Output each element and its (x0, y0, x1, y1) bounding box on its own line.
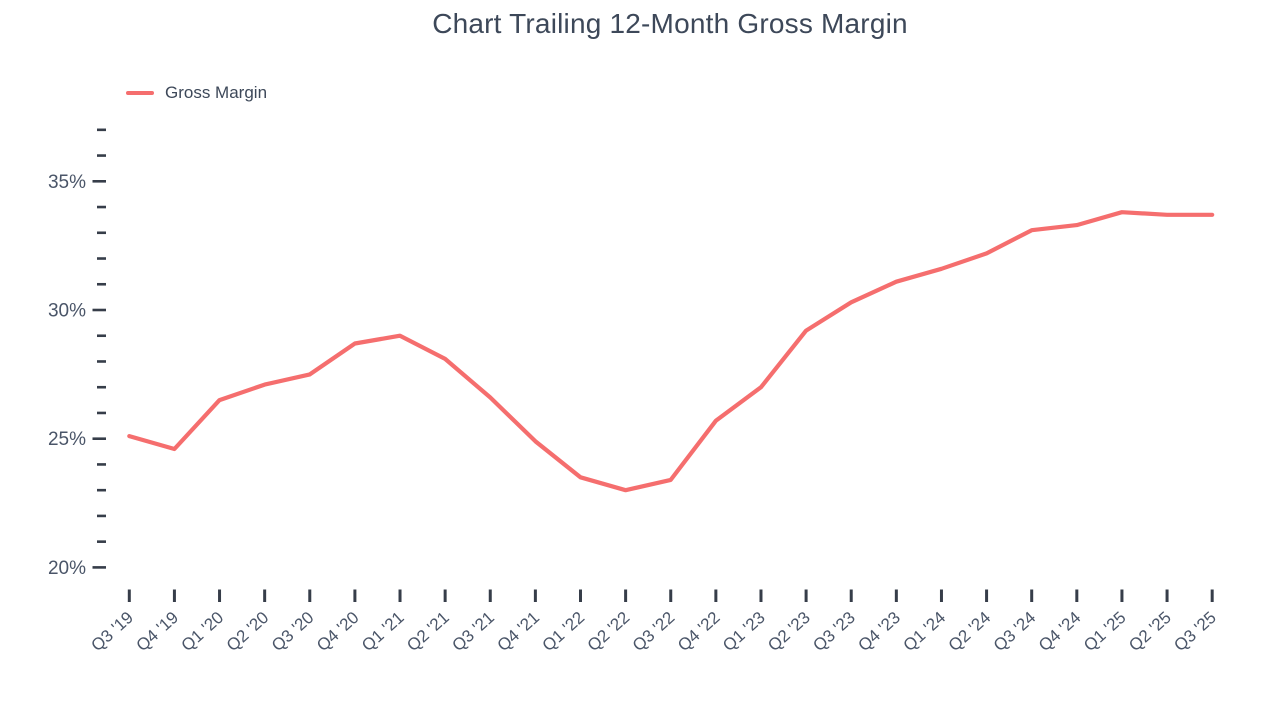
x-axis-tick-label: Q1 '21 (358, 608, 408, 655)
x-axis-tick-label: Q3 '19 (87, 608, 137, 655)
x-axis-tick-label: Q2 '21 (403, 608, 453, 655)
x-axis-tick-label: Q4 '21 (494, 608, 544, 655)
x-axis-tick-label: Q3 '24 (990, 608, 1040, 655)
x-axis-tick-label: Q1 '22 (539, 608, 589, 655)
gross-margin-line (127, 210, 1215, 493)
x-axis-tick-label: Q4 '19 (133, 608, 183, 655)
x-axis-tick-label: Q1 '24 (900, 608, 950, 655)
y-axis-tick-label: 30% (48, 301, 86, 322)
x-axis-tick-label: Q2 '25 (1125, 608, 1175, 655)
x-axis-tick-label: Q3 '25 (1170, 608, 1220, 655)
legend-line-swatch (126, 90, 154, 96)
x-axis-tick-label: Q1 '25 (1080, 608, 1130, 655)
x-axis-tick-label: Q4 '22 (674, 608, 724, 655)
legend-item-gross-margin[interactable]: Gross Margin (126, 83, 267, 103)
x-axis-tick-label: Q2 '20 (223, 608, 273, 655)
x-axis-tick-label: Q3 '20 (268, 608, 318, 655)
x-axis-tick-label: Q2 '24 (945, 608, 995, 655)
x-axis-tick-label: Q3 '21 (448, 608, 498, 655)
x-axis-tick-label: Q3 '23 (809, 608, 859, 655)
chart-title: Chart Trailing 12-Month Gross Margin (432, 8, 908, 39)
x-axis-tick-label: Q4 '23 (854, 608, 904, 655)
y-axis-tick-label: 35% (48, 172, 86, 193)
x-axis-tick-label: Q2 '23 (764, 608, 814, 655)
x-axis-tick-label: Q4 '20 (313, 608, 363, 655)
y-axis-tick-label: 25% (48, 429, 86, 450)
x-axis-tick-label: Q1 '23 (719, 608, 769, 655)
x-axis-tick-label: Q1 '20 (178, 608, 228, 655)
x-axis-tick-label: Q3 '22 (629, 608, 679, 655)
legend-label: Gross Margin (165, 83, 268, 102)
x-axis-tick-label: Q4 '24 (1035, 608, 1085, 655)
y-axis-tick-label: 20% (48, 558, 86, 579)
x-axis-tick-label: Q2 '22 (584, 608, 634, 655)
